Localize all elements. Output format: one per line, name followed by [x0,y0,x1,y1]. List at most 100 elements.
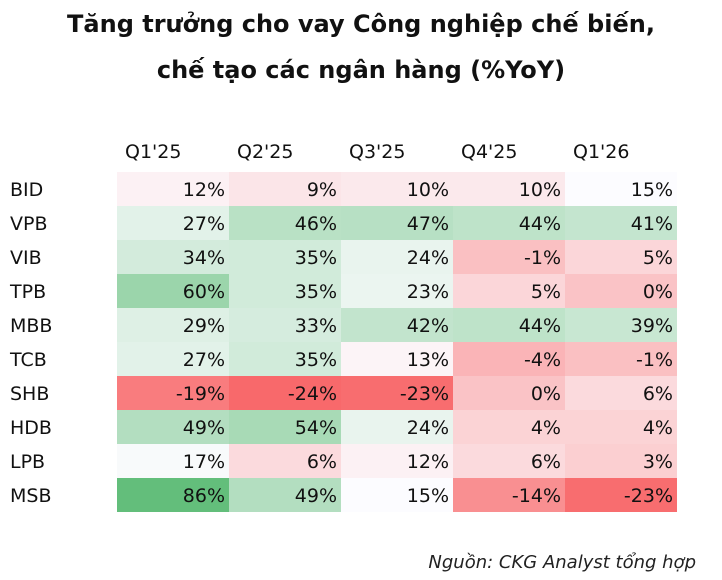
column-header: Q2'25 [237,141,293,163]
column-header: Q4'25 [461,141,517,163]
cell-value-label: -24% [288,383,337,405]
heatmap-cell [341,478,453,512]
heatmap-cell [453,342,565,376]
heatmap-cell [117,410,229,444]
cell-value-label: 44% [519,315,561,337]
heatmap-cell [117,478,229,512]
row-label: VPB [10,213,48,235]
heatmap-cell [117,342,229,376]
heatmap-cell [341,308,453,342]
heatmap-cell [229,478,341,512]
row-label: HDB [10,417,52,439]
heatmap-cell [229,240,341,274]
heatmap-cell [453,308,565,342]
cell-value-label: 27% [183,213,225,235]
heatmap-cell [229,308,341,342]
heatmap-cell [117,206,229,240]
row-label: LPB [10,451,45,473]
row-label: TCB [9,349,47,371]
cell-value-label: -23% [400,383,449,405]
cell-value-label: 29% [183,315,225,337]
heatmap-cell [565,240,677,274]
heatmap-cell [117,172,229,206]
heatmap-cell [341,410,453,444]
cell-value-label: -23% [624,485,673,507]
cell-value-label: 33% [295,315,337,337]
cell-value-label: 4% [643,417,673,439]
cell-value-label: -14% [512,485,561,507]
heatmap-cell [117,274,229,308]
cell-value-label: 42% [407,315,449,337]
cell-value-label: 49% [183,417,225,439]
cell-value-label: -1% [636,349,673,371]
heatmap-cell [229,342,341,376]
cell-value-label: 13% [407,349,449,371]
heatmap-cell [229,376,341,410]
heatmap-cell [341,342,453,376]
heatmap-cell [453,240,565,274]
cell-value-label: 24% [407,417,449,439]
cell-value-label: 23% [407,281,449,303]
cell-value-label: 9% [307,179,337,201]
cell-value-label: 47% [407,213,449,235]
cell-value-label: 49% [295,485,337,507]
cell-value-label: 35% [295,247,337,269]
heatmap-cell [341,240,453,274]
cell-value-label: 10% [519,179,561,201]
row-label: BID [10,179,43,201]
heatmap-cell [453,274,565,308]
heatmap-cell [453,172,565,206]
column-header: Q3'25 [349,141,405,163]
cell-value-label: 15% [631,179,673,201]
cell-value-label: 6% [531,451,561,473]
cell-value-label: -4% [524,349,561,371]
cell-value-label: 12% [407,451,449,473]
heatmap-cell [229,172,341,206]
cell-value-label: 10% [407,179,449,201]
heatmap-cell [229,274,341,308]
heatmap-cell [565,308,677,342]
row-label: MSB [10,485,52,507]
cell-value-label: 0% [643,281,673,303]
cell-value-label: 6% [307,451,337,473]
cell-value-label: 5% [643,247,673,269]
cell-value-label: 3% [643,451,673,473]
cell-value-label: 4% [531,417,561,439]
heatmap-cell [565,376,677,410]
heatmap-cell [229,410,341,444]
row-label: SHB [10,383,49,405]
heatmap-cell [565,410,677,444]
heatmap-cell [565,172,677,206]
chart-title-line-1: Tăng trưởng cho vay Công nghiệp chế biến… [67,10,655,38]
cell-value-label: 24% [407,247,449,269]
heatmap-cell [453,478,565,512]
cell-value-label: 27% [183,349,225,371]
heatmap-cell [453,444,565,478]
heatmap-cell [341,444,453,478]
cell-value-label: 44% [519,213,561,235]
cell-value-label: 54% [295,417,337,439]
heatmap-cell [453,206,565,240]
cell-value-label: 35% [295,349,337,371]
heatmap-cell [565,274,677,308]
cell-value-label: 17% [183,451,225,473]
cell-value-label: 12% [183,179,225,201]
cell-value-label: 5% [531,281,561,303]
heatmap-cell [565,342,677,376]
cell-value-label: 6% [643,383,673,405]
heatmap-cell [117,444,229,478]
heatmap-cell [341,376,453,410]
heatmap-cell [453,410,565,444]
heatmap-cell [565,478,677,512]
heatmap-cell [341,274,453,308]
chart-title-line-2: chế tạo các ngân hàng (%YoY) [156,56,566,84]
heatmap-cell [453,376,565,410]
column-header: Q1'25 [125,141,181,163]
cell-value-label: 41% [631,213,673,235]
heatmap-cell [117,240,229,274]
cell-value-label: -1% [524,247,561,269]
cell-value-label: 86% [183,485,225,507]
cell-value-label: 39% [631,315,673,337]
source-note: Nguồn: CKG Analyst tổng hợp [428,552,696,573]
